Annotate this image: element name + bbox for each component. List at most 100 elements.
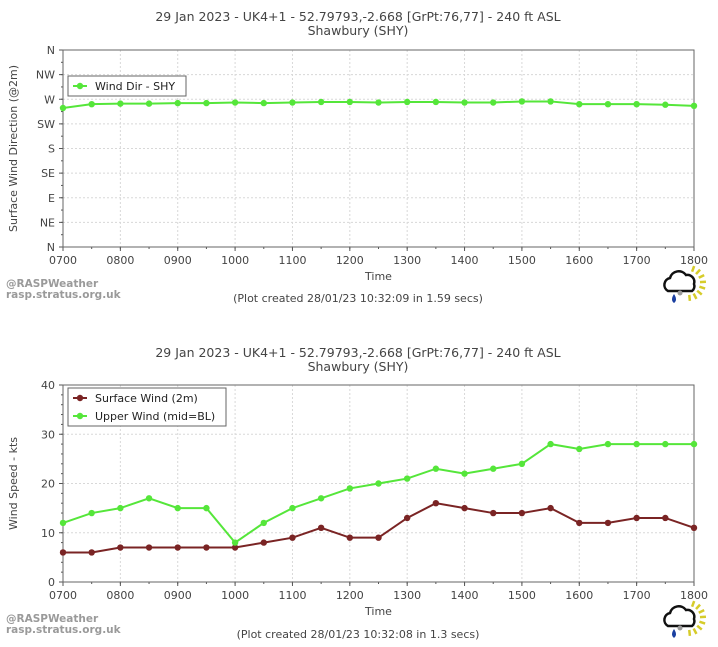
y-tick-label: SW: [37, 118, 55, 131]
data-point: [231, 99, 239, 106]
data-point: [633, 100, 640, 108]
x-tick-label: 1200: [336, 589, 364, 602]
legend: Surface Wind (2m) Upper Wind (mid=BL): [67, 387, 227, 427]
rasp-logo-icon-2: [663, 600, 707, 638]
data-point: [174, 544, 181, 551]
data-point: [547, 504, 554, 512]
data-point: [375, 99, 382, 106]
data-point: [547, 440, 554, 448]
data-point: [518, 460, 526, 467]
data-point: [346, 485, 354, 492]
data-point: [432, 465, 440, 472]
data-point: [117, 504, 124, 512]
data-point: [662, 101, 669, 108]
data-point: [490, 509, 497, 517]
x-tick-label: 0900: [164, 589, 192, 602]
data-point: [231, 544, 239, 551]
x-tick-label: 1200: [336, 254, 364, 267]
y-axis-label: Surface Wind Direction (@2m): [7, 65, 20, 232]
x-tick-label: 0800: [106, 589, 134, 602]
x-tick-label: 1600: [565, 254, 593, 267]
watermark-url: rasp.stratus.org.uk: [6, 289, 122, 301]
data-point: [490, 465, 497, 472]
data-point: [403, 98, 411, 106]
x-tick-label: 1700: [623, 589, 651, 602]
data-point: [289, 99, 296, 106]
x-tick-label: 1500: [508, 254, 536, 267]
x-tick-label: 1100: [278, 254, 306, 267]
x-tick-label: 1000: [221, 254, 249, 267]
data-point: [375, 480, 382, 487]
data-point: [88, 100, 95, 108]
chart-subtitle: Shawbury (SHY): [308, 23, 409, 38]
data-point: [461, 470, 468, 477]
y-axis-label: Wind Speed - kts: [7, 437, 20, 530]
data-point: [518, 509, 526, 517]
data-point: [604, 519, 612, 527]
x-tick-label: 1000: [221, 589, 249, 602]
y-tick-label: SE: [41, 167, 55, 180]
plot-created-footer: (Plot created 28/01/23 10:32:08 in 1.3 s…: [237, 628, 480, 641]
x-tick-label: 1600: [565, 589, 593, 602]
data-point: [604, 440, 612, 448]
data-point: [662, 514, 669, 522]
data-point: [289, 504, 296, 512]
x-tick-label: 0900: [164, 254, 192, 267]
data-point: [461, 504, 468, 512]
data-point: [317, 495, 325, 502]
x-tick-label: 1300: [393, 589, 421, 602]
data-point: [576, 100, 583, 108]
data-point: [231, 539, 239, 546]
x-tick-label: 1800: [680, 254, 708, 267]
x-axis-label: Time: [364, 605, 392, 618]
x-tick-label: 0700: [49, 589, 77, 602]
x-tick-label: 1700: [623, 254, 651, 267]
plot-created-footer: (Plot created 28/01/23 10:32:09 in 1.59 …: [233, 292, 483, 305]
legend-box: [67, 75, 187, 97]
data-point: [203, 99, 210, 107]
data-point: [260, 99, 267, 107]
x-tick-label: 0700: [49, 254, 77, 267]
data-point: [260, 519, 267, 527]
data-point: [604, 100, 612, 108]
y-tick-label: E: [48, 192, 55, 205]
x-tick-label: 0800: [106, 254, 134, 267]
y-tick-label: S: [48, 143, 55, 156]
data-point: [317, 524, 325, 532]
data-point: [174, 504, 181, 512]
watermark-handle: @RASPWeather: [6, 613, 99, 625]
data-point: [432, 500, 440, 507]
legend-label: Surface Wind (2m): [95, 392, 198, 405]
chart-title: 29 Jan 2023 - UK4+1 - 52.79793,-2.668 [G…: [155, 345, 560, 360]
data-point: [690, 440, 698, 448]
data-point: [403, 475, 411, 482]
data-point: [145, 544, 153, 551]
legend-swatch-marker: [76, 412, 84, 420]
data-point: [59, 519, 67, 527]
data-point: [174, 99, 181, 107]
x-tick-label: 1400: [451, 254, 479, 267]
chart-title: 29 Jan 2023 - UK4+1 - 52.79793,-2.668 [G…: [155, 9, 560, 24]
data-point: [346, 534, 354, 541]
legend-swatch-marker: [76, 394, 84, 402]
data-point: [145, 100, 153, 107]
data-point: [346, 98, 354, 106]
legend-swatch-marker: [76, 82, 84, 90]
y-tick-label: NW: [36, 69, 55, 82]
chart-panel-1: 29 Jan 2023 - UK4+1 - 52.79793,-2.668 [G…: [6, 9, 708, 305]
data-point: [576, 519, 583, 527]
watermark-url: rasp.stratus.org.uk: [6, 624, 122, 636]
data-point: [690, 102, 698, 110]
x-axis-label: Time: [364, 270, 392, 283]
data-point: [59, 104, 67, 112]
legend: Wind Dir - SHY: [67, 75, 187, 97]
data-point: [88, 509, 95, 517]
x-tick-label: 1100: [278, 589, 306, 602]
watermark-handle: @RASPWeather: [6, 278, 99, 290]
data-point: [690, 524, 698, 532]
x-tick-label: 1300: [393, 254, 421, 267]
data-point: [633, 514, 640, 522]
chart-panel-2: 29 Jan 2023 - UK4+1 - 52.79793,-2.668 [G…: [6, 345, 708, 641]
data-point: [518, 98, 526, 105]
